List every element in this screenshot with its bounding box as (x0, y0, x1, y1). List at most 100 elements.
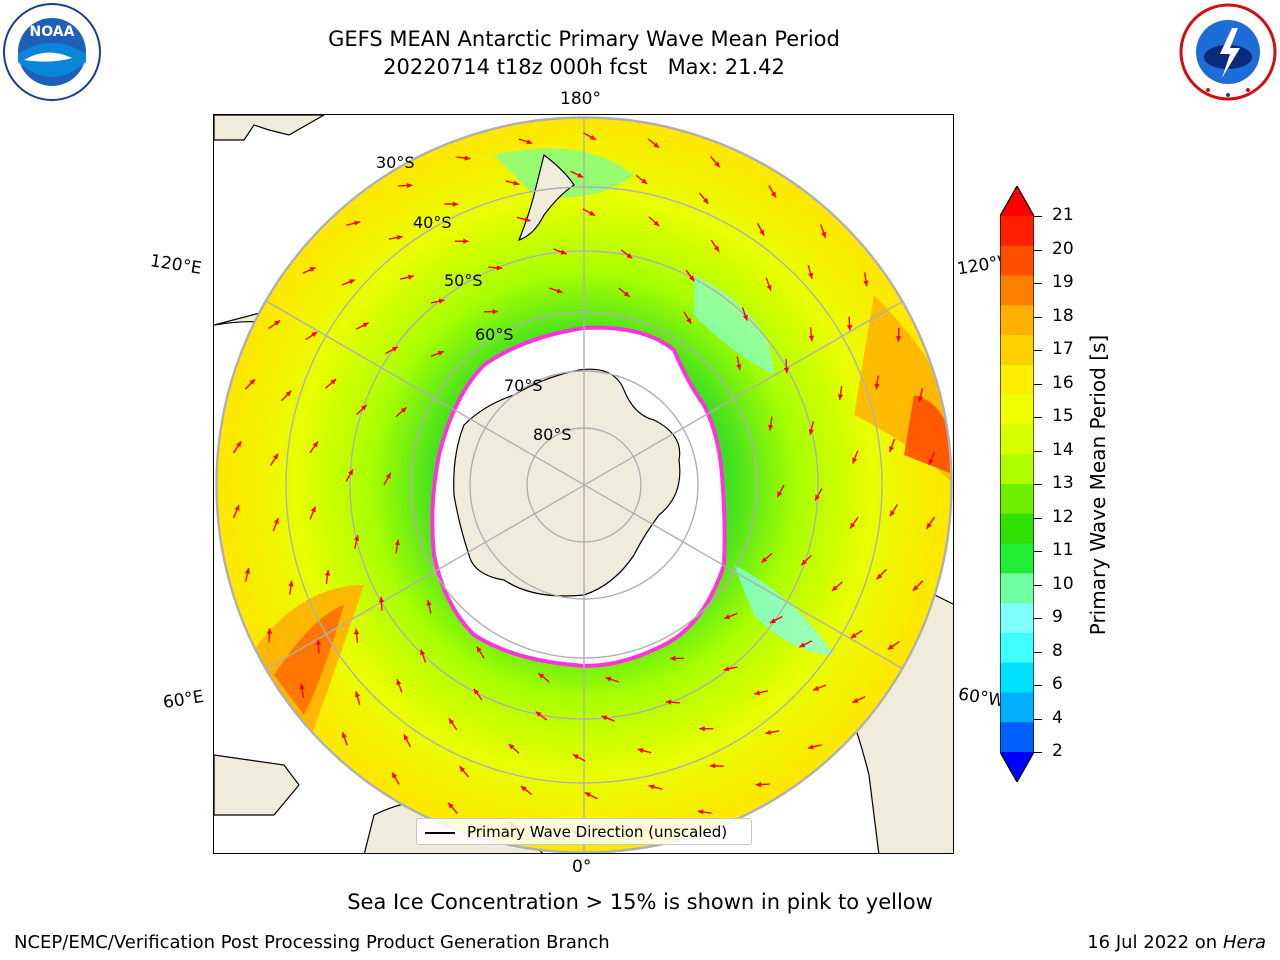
lon-label-60w: 60°W (956, 684, 1007, 712)
wave-arrow-head (378, 596, 385, 603)
noaa-logo-icon: NOAA (2, 2, 102, 102)
colorbar-tick-label: 9 (1052, 607, 1063, 627)
wave-arrow-head (742, 314, 748, 321)
chart-title: GEFS MEAN Antarctic Primary Wave Mean Pe… (328, 27, 840, 51)
wave-arrow-head (266, 628, 273, 634)
wave-arrow-head (560, 249, 567, 255)
wave-arrow-head (783, 367, 790, 374)
wave-arrow-head (407, 274, 414, 280)
wave-arrow-head (889, 510, 896, 517)
colorbar-swatch (1000, 662, 1034, 693)
wave-arrow-head (464, 155, 471, 161)
wave-arrow-head (385, 472, 391, 479)
wave-arrow-head (724, 614, 731, 620)
colorbar-tick-mark (1034, 283, 1042, 285)
colorbar-swatch (1000, 245, 1034, 277)
wave-arrow-head (736, 364, 742, 371)
wave-arrow-head (584, 792, 591, 798)
lon-label-180: 180° (560, 89, 601, 109)
wave-arrow-head (850, 522, 856, 529)
colorbar-tick-mark (1034, 450, 1042, 452)
wave-arrow-head (315, 639, 322, 645)
wave-arrow-head (815, 494, 821, 501)
colorbar-tick-mark (1034, 484, 1042, 486)
wave-arrow-head (777, 491, 783, 498)
colorbar-tick-label: 20 (1052, 238, 1074, 259)
colorbar-tick-mark (1034, 350, 1042, 352)
colorbar-tick-label: 2 (1052, 741, 1063, 761)
colorbar-tick-mark (1034, 551, 1042, 553)
wave-arrow-head (852, 697, 859, 703)
wave-arrow-head (761, 557, 768, 563)
lat-label-50s: 50°S (444, 271, 483, 290)
colorbar-tick-label: 19 (1052, 272, 1074, 292)
wave-arrow-head (928, 458, 934, 465)
wave-arrow-head (309, 267, 316, 273)
colorbar-over-arrow (1000, 186, 1034, 216)
wave-arrow-head (360, 404, 367, 411)
wave-arrow-head (535, 711, 542, 717)
wave-arrow-head (709, 763, 716, 769)
wave-arrow-head (420, 649, 426, 656)
wave-arrow-head (452, 201, 459, 207)
footer-date-text: 16 Jul 2022 on (1087, 932, 1223, 953)
wave-arrow-head (459, 766, 466, 773)
colorbar-tick-label: 18 (1052, 305, 1074, 326)
wave-arrow-head (524, 216, 531, 222)
wave-arrow-head (310, 506, 316, 513)
colorbar-tick-label: 6 (1052, 674, 1063, 694)
colorbar-tick-mark (1034, 718, 1042, 720)
wave-arrow-head (448, 802, 454, 809)
wave-arrow-head (394, 539, 400, 546)
wave-arrow-head (299, 683, 305, 690)
wave-arrow-head (492, 308, 498, 315)
wave-arrow-head (274, 320, 281, 326)
wave-arrow-head (396, 235, 403, 241)
colorbar-tick-mark (1034, 383, 1042, 385)
wave-arrow-head (354, 535, 360, 541)
wave-arrow-head (605, 676, 612, 682)
footer-date: 16 Jul 2022 on Hera (1087, 932, 1266, 953)
wave-arrow-head (236, 441, 242, 448)
colorbar-tick-label: 11 (1052, 540, 1074, 560)
lat-label-80s: 80°S (533, 425, 572, 444)
colorbar-tick-label: 4 (1052, 707, 1063, 728)
colorbar-tick-label: 8 (1052, 640, 1063, 661)
colorbar-tick-mark (1034, 685, 1042, 687)
colorbar-swatch (1000, 394, 1034, 425)
wave-arrow-head (324, 570, 331, 576)
wave-arrow-head (556, 288, 563, 294)
wave-arrow-head (354, 691, 360, 698)
wave-arrow-head (799, 642, 806, 648)
wave-arrow-head (272, 453, 279, 460)
wave-arrow-head (714, 161, 720, 168)
wave-arrow-head (330, 379, 337, 385)
wave-arrow-head (426, 599, 432, 606)
wave-arrow-head (863, 280, 869, 287)
map-legend: Primary Wave Direction (unscaled) (416, 818, 752, 845)
wave-arrow-head (852, 457, 858, 464)
wave-arrow-head (653, 142, 660, 148)
wave-arrow-head (637, 748, 644, 754)
wave-arrow-head (400, 407, 407, 413)
noaa-logo-text: NOAA (30, 24, 75, 40)
wave-arrow-head (437, 350, 444, 356)
wave-arrow-head (808, 272, 814, 279)
colorbar-swatch (1000, 513, 1034, 545)
colorbar-tick-label: 16 (1052, 372, 1074, 393)
wave-arrow-head (821, 231, 827, 238)
wave-arrow-head (759, 229, 765, 236)
wave-arrow-head (686, 317, 692, 324)
wave-arrow-head (766, 284, 772, 291)
wave-arrow-head (623, 291, 630, 297)
wave-arrow-head (476, 646, 482, 653)
colorbar-tick-mark (1034, 517, 1042, 519)
wave-arrow-head (392, 346, 399, 352)
wave-arrow-head (837, 394, 844, 400)
wave-arrow-head (912, 585, 919, 591)
wave-arrow-head (312, 441, 318, 448)
chart-subtitle: 20220714 t18z 000h fcst Max: 21.42 (383, 55, 785, 79)
wave-arrow-head (665, 699, 672, 705)
legend-line-swatch (425, 832, 455, 834)
wave-arrow-head (403, 734, 409, 741)
